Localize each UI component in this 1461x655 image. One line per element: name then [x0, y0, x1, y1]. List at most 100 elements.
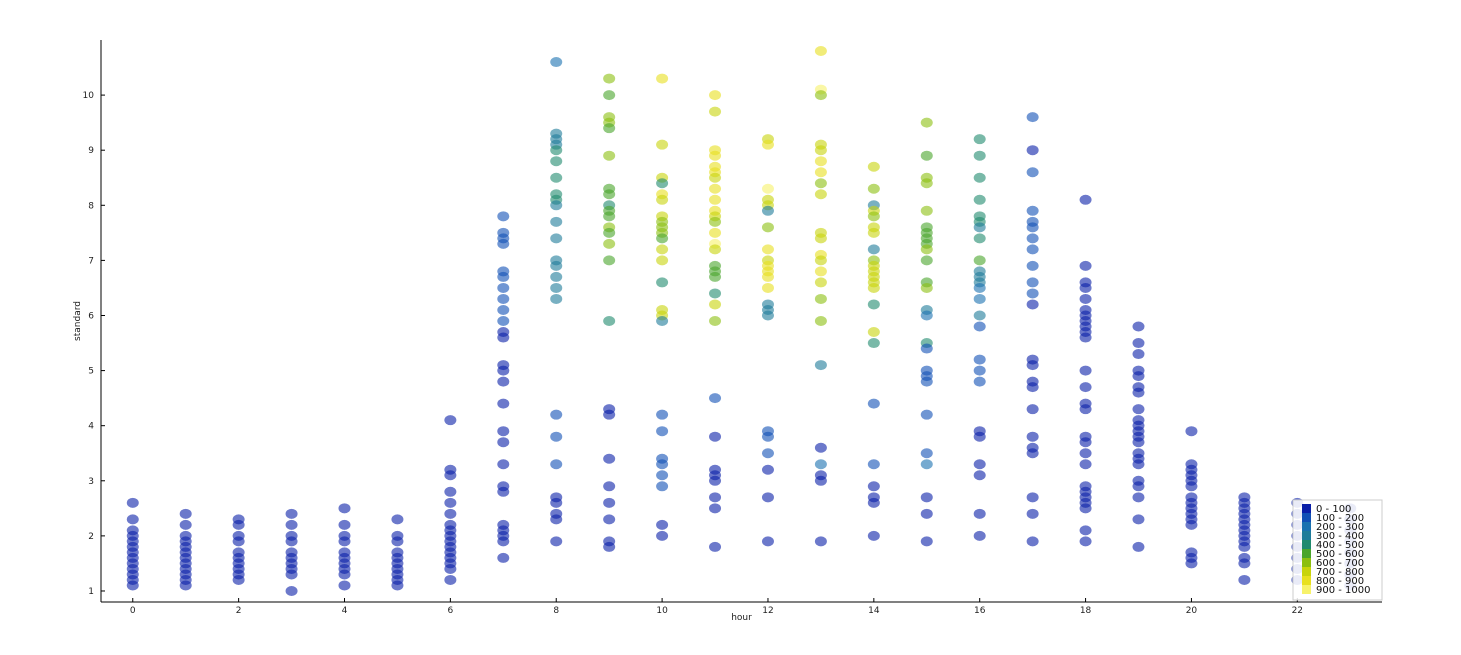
- legend-swatch: [1302, 540, 1311, 549]
- scatter-point: [603, 90, 616, 101]
- scatter-point: [603, 227, 616, 238]
- scatter-point: [814, 156, 827, 167]
- scatter-point: [709, 90, 722, 101]
- scatter-point: [338, 569, 351, 580]
- x-tick-label: 0: [130, 606, 136, 616]
- scatter-point: [497, 398, 510, 409]
- x-tick-label: 22: [1292, 606, 1303, 616]
- scatter-point: [761, 310, 774, 321]
- y-tick-label: 10: [83, 91, 95, 101]
- scatter-point: [444, 497, 457, 508]
- x-tick-label: 2: [236, 606, 242, 616]
- scatter-point: [973, 134, 986, 145]
- scatter-point: [1079, 282, 1092, 293]
- scatter-point: [761, 282, 774, 293]
- scatter-point: [973, 172, 986, 183]
- scatter-point: [920, 310, 933, 321]
- scatter-point: [1185, 558, 1198, 569]
- scatter-point: [814, 46, 827, 57]
- scatter-point: [1132, 514, 1145, 525]
- x-tick-label: 16: [974, 606, 986, 616]
- scatter-point: [1026, 112, 1039, 123]
- scatter-point: [709, 227, 722, 238]
- legend-label: 700 - 800: [1316, 567, 1364, 578]
- scatter-point: [497, 271, 510, 282]
- scatter-point: [232, 519, 245, 530]
- scatter-point: [814, 536, 827, 547]
- scatter-point: [709, 393, 722, 404]
- scatter-point: [814, 167, 827, 178]
- scatter-point: [814, 178, 827, 189]
- scatter-point: [709, 244, 722, 255]
- legend-label: 600 - 700: [1316, 558, 1364, 569]
- scatter-point: [709, 492, 722, 503]
- scatter-point: [1079, 448, 1092, 459]
- scatter-point: [126, 580, 139, 591]
- scatter-point: [1026, 431, 1039, 442]
- scatter-point: [973, 150, 986, 161]
- scatter-point: [444, 563, 457, 574]
- scatter-point: [444, 508, 457, 519]
- scatter-point: [1026, 299, 1039, 310]
- scatter-point: [550, 536, 563, 547]
- scatter-point: [550, 459, 563, 470]
- scatter-point: [656, 426, 669, 437]
- scatter-point: [1079, 365, 1092, 376]
- scatter-point: [761, 222, 774, 233]
- scatter-point: [920, 244, 933, 255]
- scatter-point: [761, 464, 774, 475]
- scatter-point: [761, 139, 774, 150]
- scatter-point: [709, 172, 722, 183]
- scatter-point: [550, 497, 563, 508]
- scatter-point: [920, 205, 933, 216]
- scatter-point: [920, 459, 933, 470]
- scatter-point: [550, 514, 563, 525]
- scatter-point: [920, 255, 933, 266]
- scatter-point: [603, 409, 616, 420]
- scatter-point: [603, 211, 616, 222]
- scatter-point: [867, 327, 880, 338]
- y-tick-label: 1: [88, 587, 94, 597]
- scatter-point: [973, 470, 986, 481]
- scatter-point: [814, 233, 827, 244]
- scatter-point: [973, 194, 986, 205]
- scatter-point: [761, 448, 774, 459]
- axes: [100, 40, 1382, 603]
- scatter-point: [338, 536, 351, 547]
- scatter-point: [920, 492, 933, 503]
- scatter-point: [1026, 288, 1039, 299]
- scatter-point: [920, 409, 933, 420]
- scatter-point: [814, 255, 827, 266]
- scatter-point: [973, 222, 986, 233]
- scatter-point: [709, 150, 722, 161]
- scatter-point: [1026, 492, 1039, 503]
- scatter-point: [920, 448, 933, 459]
- scatter-point: [867, 398, 880, 409]
- scatter-point: [1026, 360, 1039, 371]
- scatter-point: [761, 536, 774, 547]
- scatter-point: [1026, 508, 1039, 519]
- legend-swatch: [1302, 513, 1311, 522]
- legend-label: 100 - 200: [1316, 513, 1364, 524]
- scatter-point: [1132, 404, 1145, 415]
- legend-swatch: [1302, 522, 1311, 531]
- scatter-point: [603, 481, 616, 492]
- scatter-point: [973, 376, 986, 387]
- scatter-point: [867, 282, 880, 293]
- scatter-point: [867, 244, 880, 255]
- scatter-point: [867, 183, 880, 194]
- scatter-point: [444, 486, 457, 497]
- scatter-point: [656, 316, 669, 326]
- scatter-point: [709, 271, 722, 282]
- scatter-point: [973, 530, 986, 541]
- scatter-point: [920, 508, 933, 519]
- scatter-point: [656, 277, 669, 288]
- x-tick-label: 20: [1186, 606, 1198, 616]
- scatter-point: [761, 244, 774, 255]
- scatter-point: [1026, 260, 1039, 271]
- scatter-point: [814, 459, 827, 470]
- scatter-point: [285, 519, 298, 530]
- scatter-point: [709, 541, 722, 552]
- scatter-point: [391, 536, 404, 547]
